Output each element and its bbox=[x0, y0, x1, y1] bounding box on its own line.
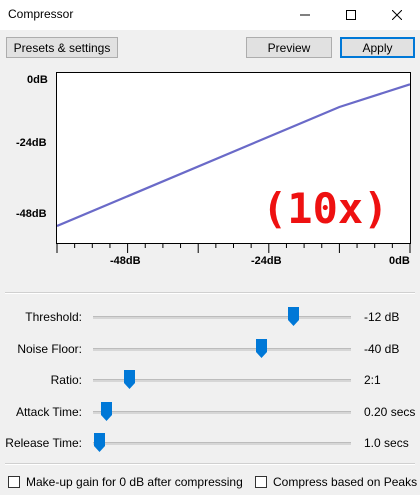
noise-floor-label: Noise Floor: bbox=[17, 342, 82, 356]
compression-curve bbox=[57, 83, 410, 228]
ratio-row: Ratio: 2:1 bbox=[0, 369, 420, 391]
threshold-slider-thumb[interactable] bbox=[288, 307, 300, 326]
noise-floor-value: -40 dB bbox=[364, 342, 400, 356]
threshold-row: Threshold: -12 dB bbox=[0, 306, 420, 328]
attack-time-label: Attack Time: bbox=[15, 405, 82, 419]
ratio-slider-thumb[interactable] bbox=[123, 370, 135, 389]
minimize-button[interactable] bbox=[282, 0, 328, 30]
compress-peaks-box[interactable] bbox=[255, 476, 267, 488]
ratio-slider-track[interactable] bbox=[93, 379, 351, 382]
x-axis-ticks bbox=[56, 244, 411, 253]
attack-time-value: 0.20 secs bbox=[364, 405, 416, 419]
attack-time-slider-thumb[interactable] bbox=[101, 402, 113, 421]
threshold-label: Threshold: bbox=[25, 310, 82, 324]
ratio-label: Ratio: bbox=[50, 373, 82, 387]
close-button[interactable] bbox=[374, 0, 420, 30]
noise-floor-slider-track[interactable] bbox=[93, 348, 351, 351]
x-label-minus48db: -48dB bbox=[110, 255, 141, 267]
maximize-icon bbox=[346, 10, 356, 20]
threshold-value: -12 dB bbox=[364, 310, 400, 324]
divider-top bbox=[5, 292, 415, 294]
compression-graph bbox=[56, 72, 411, 244]
release-time-value: 1.0 secs bbox=[364, 436, 409, 450]
y-label-minus24db: -24dB bbox=[16, 137, 47, 149]
attack-time-row: Attack Time: 0.20 secs bbox=[0, 401, 420, 423]
threshold-slider-track[interactable] bbox=[93, 316, 351, 319]
noise-floor-row: Noise Floor: -40 dB bbox=[0, 338, 420, 360]
makeup-gain-checkbox[interactable]: Make-up gain for 0 dB after compressing bbox=[8, 475, 243, 489]
x-label-0db: 0dB bbox=[389, 255, 410, 267]
release-time-slider-track[interactable] bbox=[93, 442, 351, 445]
window-title: Compressor bbox=[8, 7, 74, 21]
y-label-0db: 0dB bbox=[27, 74, 48, 86]
minimize-icon bbox=[300, 14, 310, 16]
release-time-label: Release Time: bbox=[5, 436, 82, 450]
divider-bottom bbox=[5, 463, 415, 465]
zoom-badge: (10x) bbox=[262, 184, 389, 233]
attack-time-slider-track[interactable] bbox=[93, 411, 351, 414]
preview-button[interactable]: Preview bbox=[246, 37, 332, 58]
release-time-row: Release Time: 1.0 secs bbox=[0, 432, 420, 454]
presets-settings-button[interactable]: Presets & settings bbox=[6, 37, 118, 58]
title-bar: Compressor bbox=[0, 0, 420, 30]
makeup-gain-box[interactable] bbox=[8, 476, 20, 488]
noise-floor-slider-thumb[interactable] bbox=[256, 339, 268, 358]
release-time-slider-thumb[interactable] bbox=[94, 433, 105, 452]
makeup-gain-label: Make-up gain for 0 dB after compressing bbox=[26, 475, 243, 489]
apply-button[interactable]: Apply bbox=[340, 37, 415, 58]
compress-peaks-checkbox[interactable]: Compress based on Peaks bbox=[255, 475, 417, 489]
close-icon bbox=[392, 10, 402, 20]
maximize-button[interactable] bbox=[328, 0, 374, 30]
ratio-value: 2:1 bbox=[364, 373, 381, 387]
y-label-minus48db: -48dB bbox=[16, 208, 47, 220]
compress-peaks-label: Compress based on Peaks bbox=[273, 475, 418, 489]
x-label-minus24db: -24dB bbox=[251, 255, 282, 267]
